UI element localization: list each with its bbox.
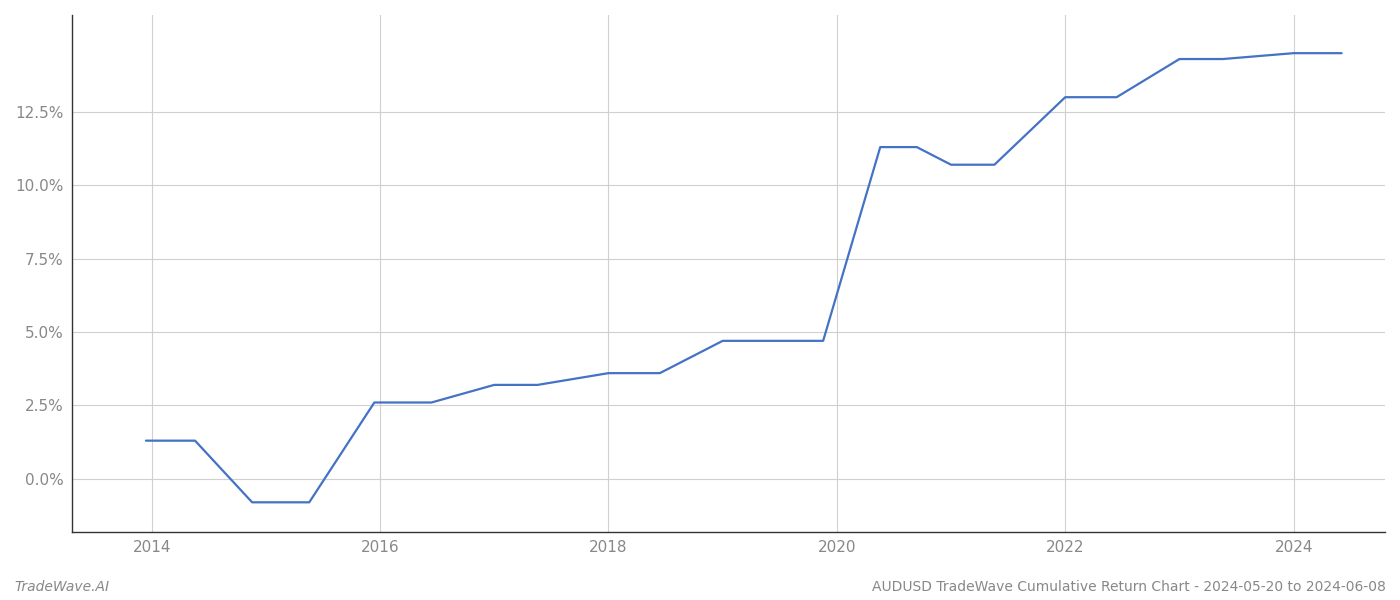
Text: AUDUSD TradeWave Cumulative Return Chart - 2024-05-20 to 2024-06-08: AUDUSD TradeWave Cumulative Return Chart…	[872, 580, 1386, 594]
Text: TradeWave.AI: TradeWave.AI	[14, 580, 109, 594]
